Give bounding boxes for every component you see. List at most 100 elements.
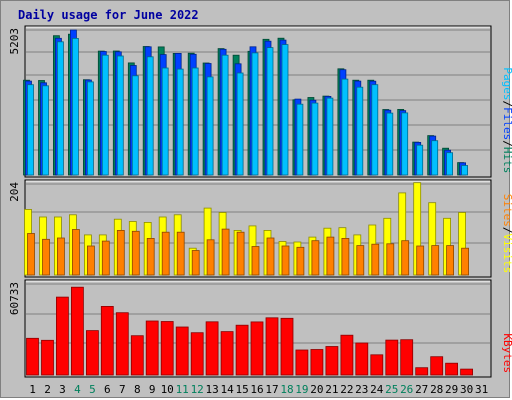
x-tick-label-day-5: 5 bbox=[89, 383, 96, 396]
bar-kbytes-day-5 bbox=[86, 330, 99, 376]
bar-kbytes-day-12 bbox=[190, 332, 204, 376]
chart-title: Daily usage for June 2022 bbox=[18, 8, 199, 22]
bar-pages-day-28 bbox=[431, 140, 439, 176]
legend-top: Pages/Files/Hits bbox=[501, 67, 512, 173]
bar-sites-day-4 bbox=[72, 229, 80, 276]
x-tick-label-day-14: 14 bbox=[220, 383, 234, 396]
bar-pages-day-16 bbox=[251, 52, 259, 176]
bar-sites-day-9 bbox=[146, 237, 155, 276]
bar-pages-day-20 bbox=[311, 102, 319, 176]
bar-kbytes-day-28 bbox=[430, 356, 444, 376]
x-tick-label-day-29: 29 bbox=[445, 383, 458, 396]
bar-pages-day-2 bbox=[42, 85, 49, 176]
x-tick-label-day-19: 19 bbox=[295, 383, 308, 396]
x-tick-label-day-8: 8 bbox=[134, 383, 141, 396]
bar-pages-day-17 bbox=[266, 47, 274, 176]
bar-pages-day-3 bbox=[57, 41, 64, 176]
bar-pages-day-11 bbox=[176, 68, 184, 176]
legend-item-separator: / bbox=[501, 227, 512, 234]
y-max-label-bottom: 60733 bbox=[8, 282, 21, 315]
bar-kbytes-day-7 bbox=[115, 312, 129, 376]
bar-sites-day-20 bbox=[311, 240, 320, 276]
bar-kbytes-day-25 bbox=[385, 339, 399, 376]
x-tick-label-day-22: 22 bbox=[340, 383, 353, 396]
bar-kbytes-day-20 bbox=[310, 349, 324, 376]
x-tick-label-day-1: 1 bbox=[29, 383, 36, 396]
x-tick-label-day-26: 26 bbox=[400, 383, 413, 396]
bar-sites-day-11 bbox=[176, 231, 185, 276]
bar-sites-day-13 bbox=[206, 239, 215, 276]
panel-top: 5203 Pages/Files/Hits bbox=[8, 25, 512, 178]
x-tick-label-day-6: 6 bbox=[104, 383, 111, 396]
panel-middle: 204 Sites/Visits bbox=[8, 179, 512, 278]
x-tick-label-day-17: 17 bbox=[265, 383, 278, 396]
x-tick-label-day-12: 12 bbox=[191, 383, 204, 396]
bar-kbytes-day-15 bbox=[235, 324, 249, 376]
bar-sites-day-30 bbox=[461, 247, 470, 276]
bar-pages-day-22 bbox=[341, 78, 349, 176]
y-max-label-top: 5203 bbox=[8, 28, 21, 55]
bar-kbytes-day-1 bbox=[26, 337, 39, 376]
x-tick-label-day-25: 25 bbox=[385, 383, 398, 396]
bar-pages-day-25 bbox=[386, 112, 394, 176]
x-tick-label-day-31: 31 bbox=[475, 383, 488, 396]
bar-sites-day-25 bbox=[386, 243, 395, 276]
bar-kbytes-day-13 bbox=[205, 321, 219, 376]
bar-kbytes-day-9 bbox=[145, 320, 159, 376]
bar-sites-day-29 bbox=[446, 245, 455, 276]
x-tick-label-day-15: 15 bbox=[235, 383, 248, 396]
bar-kbytes-day-21 bbox=[325, 346, 339, 376]
x-tick-label-day-11: 11 bbox=[176, 383, 189, 396]
x-tick-label-day-21: 21 bbox=[325, 383, 338, 396]
bar-pages-day-30 bbox=[461, 165, 469, 176]
bar-sites-day-8 bbox=[131, 230, 140, 276]
x-tick-label-day-10: 10 bbox=[161, 383, 174, 396]
legend-item-files: Files bbox=[501, 107, 512, 140]
bar-pages-day-6 bbox=[101, 54, 109, 176]
bar-kbytes-day-6 bbox=[100, 305, 114, 376]
bar-pages-day-23 bbox=[356, 86, 364, 176]
bar-kbytes-day-8 bbox=[130, 335, 144, 376]
bar-pages-day-24 bbox=[371, 84, 379, 176]
bar-sites-day-19 bbox=[296, 246, 305, 276]
x-tick-label-day-23: 23 bbox=[355, 383, 368, 396]
bar-sites-day-2 bbox=[42, 238, 50, 276]
series-kbytes bbox=[26, 286, 474, 376]
bar-pages-day-13 bbox=[206, 76, 214, 176]
bar-pages-day-12 bbox=[191, 67, 199, 176]
x-tick-label-day-24: 24 bbox=[370, 383, 384, 396]
legend-item-hits: Hits bbox=[501, 147, 512, 174]
bar-sites-day-14 bbox=[221, 228, 230, 276]
bar-kbytes-day-30 bbox=[460, 368, 474, 376]
legend-item-sites: Sites bbox=[501, 194, 512, 227]
bar-pages-day-10 bbox=[161, 67, 169, 176]
bar-sites-day-16 bbox=[251, 246, 260, 276]
bar-sites-day-3 bbox=[57, 237, 65, 276]
bar-kbytes-day-17 bbox=[265, 317, 279, 376]
bar-kbytes-day-11 bbox=[175, 326, 189, 376]
bar-pages-day-9 bbox=[146, 56, 154, 176]
bar-sites-day-6 bbox=[101, 240, 110, 276]
bar-sites-day-15 bbox=[236, 231, 245, 276]
x-tick-label-day-3: 3 bbox=[59, 383, 66, 396]
x-tick-label-day-7: 7 bbox=[119, 383, 126, 396]
bar-pages-day-19 bbox=[296, 103, 304, 176]
legend-item-visits: Visits bbox=[501, 234, 512, 274]
series-pages bbox=[27, 38, 469, 176]
bar-sites-day-17 bbox=[266, 237, 275, 276]
bar-pages-day-26 bbox=[401, 112, 409, 176]
x-tick-label-day-27: 27 bbox=[415, 383, 428, 396]
bar-kbytes-day-2 bbox=[41, 339, 54, 376]
bar-kbytes-day-24 bbox=[370, 354, 384, 376]
legend-item-kbytes: KBytes bbox=[501, 333, 512, 373]
bar-pages-day-7 bbox=[116, 55, 124, 176]
bar-pages-day-29 bbox=[446, 152, 454, 176]
bar-sites-day-1 bbox=[27, 233, 35, 276]
x-tick-label-day-30: 30 bbox=[460, 383, 473, 396]
bar-sites-day-18 bbox=[281, 245, 290, 276]
x-tick-label-day-4: 4 bbox=[74, 383, 81, 396]
x-tick-label-day-20: 20 bbox=[310, 383, 323, 396]
series-sites bbox=[27, 228, 470, 276]
bar-pages-day-21 bbox=[326, 97, 334, 176]
